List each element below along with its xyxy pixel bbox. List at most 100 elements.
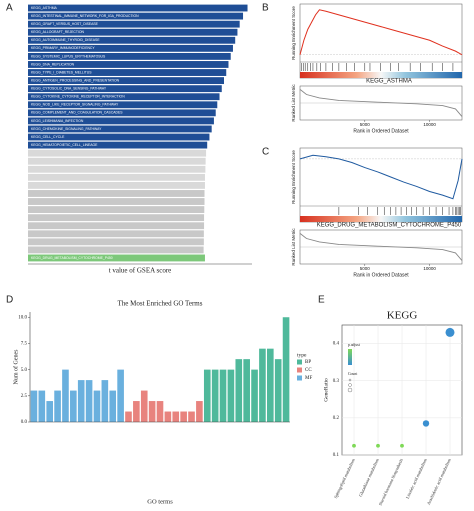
bar <box>251 369 258 422</box>
bar <box>180 411 187 422</box>
dot <box>400 443 404 448</box>
legend-swatch <box>297 359 302 365</box>
bar-label: KEGG_CYTOSOLIC_DNA_SENSING_PATHWAY <box>31 87 107 91</box>
bar <box>30 390 38 422</box>
x-tick-label: 5000 <box>360 122 371 127</box>
bar <box>211 369 219 422</box>
metric-curve <box>299 233 463 261</box>
size-legend <box>348 383 352 387</box>
legend-title: Count <box>348 372 358 376</box>
x-tick-label: Arachidonic acid metabolism <box>426 457 452 506</box>
x-axis-label: t value of GSEA score <box>109 267 172 275</box>
size-legend <box>348 378 352 382</box>
bar-label: KEGG_AUTOIMMUNE_THYROID_DISEASE <box>31 38 100 42</box>
y-tick-label: 0.2 <box>333 416 340 421</box>
bar-label: KEGG_CELL_CYCLE <box>31 135 65 139</box>
bar <box>54 390 61 422</box>
gene-set-label: KEGG_ASTHMA <box>366 79 412 85</box>
x-tick-label: Glutathione metabolism <box>358 457 380 497</box>
bar <box>235 359 243 422</box>
bar-label: KEGG_GRAFT_VERSUS_HOST_DISEASE <box>31 22 99 26</box>
bar <box>28 246 204 254</box>
x-axis-label: Rank in Ordered Dataset <box>353 272 409 278</box>
panel-label: D <box>6 295 13 306</box>
bar <box>28 206 205 214</box>
y-tick-label: 2.5 <box>21 394 28 399</box>
bar <box>28 20 240 28</box>
bar-label: KEGG_LEISHMANIA_INFECTION <box>31 119 84 123</box>
bar <box>28 198 205 205</box>
bar <box>28 69 227 76</box>
y-axis-label: GeneRatio <box>323 378 329 402</box>
bar <box>93 390 101 422</box>
es-curve <box>299 9 463 56</box>
legend-swatch <box>297 367 302 373</box>
y-axis-label: Num of Genes <box>12 349 19 385</box>
color-legend <box>348 349 352 365</box>
bar-label: KEGG_ASTHMA <box>31 6 58 10</box>
panel-label: A <box>6 3 13 14</box>
bar <box>117 369 124 422</box>
bar <box>28 85 222 93</box>
x-tick-label: 10000 <box>423 266 436 271</box>
bar <box>203 369 211 422</box>
bar <box>28 36 236 44</box>
bar <box>196 401 203 422</box>
y-axis-label: Ranked List Metric <box>291 228 296 266</box>
x-tick-label: 5000 <box>360 266 371 271</box>
dot <box>445 327 455 337</box>
bar <box>266 348 274 422</box>
y-tick-label: 5.0 <box>21 368 28 373</box>
bar <box>28 141 208 149</box>
legend-label: MF <box>305 376 312 381</box>
bar <box>28 214 205 222</box>
bar <box>282 317 290 422</box>
panel-label: B <box>262 3 269 14</box>
bar <box>28 101 218 109</box>
bar <box>28 44 233 52</box>
bar <box>188 411 195 422</box>
bar-label: KEGG_ANTIGEN_PROCESSING_AND_PRESENTATION <box>31 78 120 82</box>
bar <box>101 380 109 422</box>
bar-label: KEGG_INTESTINAL_IMMUNE_NETWORK_FOR_IGA_P… <box>31 14 139 18</box>
x-tick-label: Linoleic acid metabolism <box>405 457 428 499</box>
dot <box>376 443 380 448</box>
bar-label: KEGG_HEMATOPOIETIC_CELL_LINEAGE <box>31 143 98 147</box>
bar <box>28 52 231 60</box>
legend-title: p.adjust <box>348 343 361 347</box>
bar <box>28 61 229 68</box>
bar <box>28 125 212 133</box>
y-axis-label: Running Enrichment Score <box>291 150 296 204</box>
bar <box>70 390 77 422</box>
bar <box>28 165 206 173</box>
y-tick-label: 0.3 <box>333 379 340 384</box>
bar-label: KEGG_NOD_LIKE_RECEPTOR_SIGNALING_PATHWAY <box>31 103 119 107</box>
bar <box>28 254 205 262</box>
bar-label: KEGG_TYPE_I_DIABETES_MELLITUS <box>31 70 92 74</box>
bar <box>125 411 132 422</box>
bar <box>28 109 216 117</box>
metric-curve <box>299 89 463 117</box>
bar-label: KEGG_COMPLEMENT_AND_COAGULATION_CASCADES <box>31 111 123 115</box>
bar <box>28 12 244 20</box>
color-bar <box>300 216 462 222</box>
bar <box>28 4 248 12</box>
bar <box>28 77 224 85</box>
bar <box>28 181 205 189</box>
bar <box>140 390 148 422</box>
bar <box>28 157 206 165</box>
bar-label: KEGG_ALLOGRAFT_REJECTION <box>31 30 84 34</box>
y-tick-label: 7.5 <box>21 342 28 347</box>
bar <box>28 117 214 125</box>
y-axis-label: Ranked List Metric <box>291 84 296 122</box>
x-tick-label: Sphingolipid metabolism <box>333 457 356 499</box>
y-tick-label: 10.0 <box>18 315 27 320</box>
y-tick-label: 0.4 <box>333 342 340 347</box>
bar <box>164 411 172 422</box>
bar <box>148 401 156 422</box>
bar <box>274 359 282 422</box>
color-bar <box>300 72 462 78</box>
bar <box>85 380 93 422</box>
bar-label: KEGG_DRUG_METABOLISM_CYTOCHROME_P450 <box>31 256 113 260</box>
y-tick-label: 0.1 <box>333 453 340 458</box>
